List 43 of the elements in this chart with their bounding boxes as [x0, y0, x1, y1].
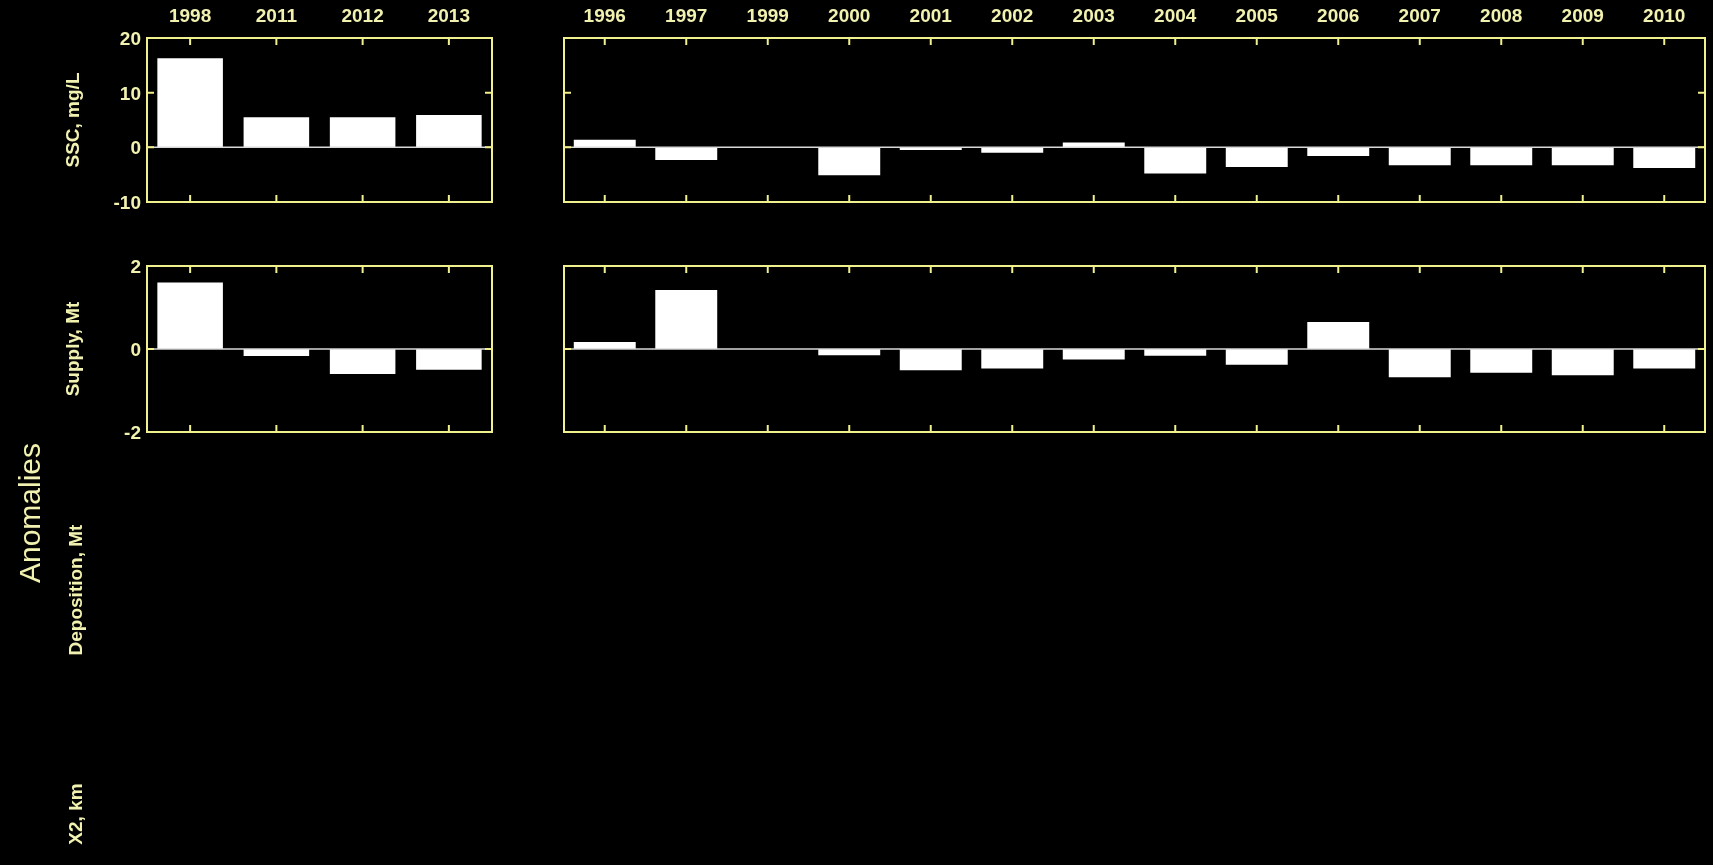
bar: [1225, 349, 1288, 365]
y-tick-label: 20: [119, 27, 141, 49]
x-tick-label: 2002: [991, 4, 1034, 26]
x-tick-label: 1996: [583, 4, 626, 26]
y-tick-label: 0: [130, 137, 141, 159]
bar: [1633, 349, 1696, 369]
x-tick-label: 2006: [1317, 4, 1360, 26]
x-tick-label: 2005: [1235, 4, 1279, 26]
x-tick-label: 2007: [1398, 4, 1441, 26]
x-tick-label: 1999: [746, 4, 789, 26]
bar: [655, 290, 718, 349]
x-tick-label: 2003: [1072, 4, 1115, 26]
x-tick-label: 2013: [427, 4, 471, 26]
x-tick-label: 2001: [909, 4, 953, 26]
bar: [416, 115, 482, 148]
bar: [1307, 322, 1370, 349]
x-tick-label: 2000: [828, 4, 871, 26]
y-tick-label: -2: [124, 421, 141, 443]
x-tick-label: 2011: [255, 4, 298, 26]
x-tick-label: 1997: [665, 4, 708, 26]
x-tick-label: 2008: [1480, 4, 1523, 26]
y-tick-label: 0: [130, 338, 141, 360]
bar: [899, 349, 962, 371]
x-tick-label: 2009: [1561, 4, 1604, 26]
y-axis-title: Supply, Mt: [61, 301, 83, 397]
x-tick-label: 2010: [1643, 4, 1686, 26]
bar: [157, 58, 223, 148]
bar: [1551, 349, 1614, 376]
x-tick-label: 2004: [1154, 4, 1197, 26]
x-tick-label: 2012: [341, 4, 384, 26]
text: Deposition, Mt: [65, 524, 87, 656]
bar: [1470, 349, 1533, 373]
bar: [981, 349, 1044, 369]
text: Anomalies: [13, 442, 47, 584]
y-tick-label: 10: [119, 82, 141, 104]
y-axis-title: SSC, mg/L: [61, 72, 83, 168]
bar: [1388, 349, 1451, 378]
bar: [329, 117, 396, 148]
y-tick-label: -10: [113, 191, 141, 213]
bar: [243, 117, 310, 148]
text: X2, km: [65, 783, 87, 845]
y-tick-label: 2: [130, 255, 141, 277]
x-tick-label: 1998: [168, 4, 212, 26]
